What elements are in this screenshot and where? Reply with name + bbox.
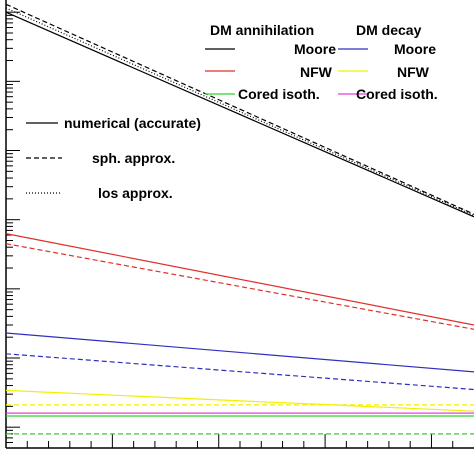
legend-label-moore-decay: Moore bbox=[394, 41, 436, 57]
legend-label-los: los approx. bbox=[98, 185, 173, 201]
legend-label-nfw-annihilation: NFW bbox=[300, 64, 333, 80]
legend-label-moore-annihilation: Moore bbox=[294, 41, 336, 57]
series-line-6 bbox=[5, 353, 474, 391]
legend-title-decay: DM decay bbox=[356, 22, 422, 38]
legend-label-cored-decay: Cored isoth. bbox=[356, 86, 438, 102]
legend-title-annihilation: DM annihilation bbox=[210, 22, 314, 38]
plot-axes bbox=[5, 0, 474, 449]
legend: DM annihilation DM decay Moore NFW Cored… bbox=[26, 22, 438, 201]
legend-label-sph: sph. approx. bbox=[92, 150, 175, 166]
legend-label-nfw-decay: NFW bbox=[397, 64, 430, 80]
series-line-0 bbox=[5, 11, 474, 218]
series-layer bbox=[5, 3, 474, 435]
series-line-3 bbox=[5, 233, 474, 326]
series-line-2 bbox=[5, 7, 474, 217]
series-line-7 bbox=[5, 389, 474, 412]
series-line-1 bbox=[5, 3, 474, 215]
series-line-4 bbox=[5, 243, 474, 330]
legend-label-numerical: numerical (accurate) bbox=[64, 115, 201, 131]
legend-label-cored-annihilation: Cored isoth. bbox=[238, 86, 320, 102]
series-line-5 bbox=[5, 332, 474, 373]
